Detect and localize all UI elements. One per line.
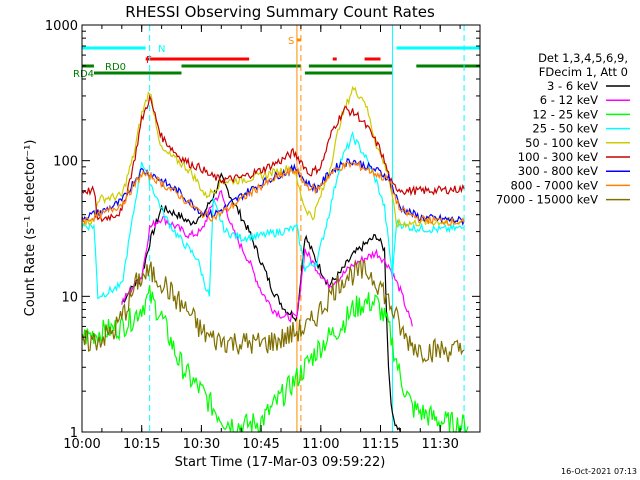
data-series bbox=[81, 85, 469, 434]
legend-label: 6 - 12 keV bbox=[540, 93, 598, 107]
series-line-8 bbox=[81, 259, 465, 364]
flag-label-rd4: RD4 bbox=[73, 69, 94, 80]
y-tick-label: 10 bbox=[61, 290, 78, 305]
flag-label-rd0: RD0 bbox=[105, 62, 126, 73]
x-axis-label: Start Time (17-Mar-03 09:59:22) bbox=[175, 455, 386, 470]
generation-timestamp: 16-Oct-2021 07:13 bbox=[561, 467, 637, 476]
series-line-0 bbox=[121, 172, 401, 433]
legend-label: 300 - 800 keV bbox=[518, 164, 598, 178]
legend-label: 3 - 6 keV bbox=[547, 79, 598, 93]
y-axis-label: Count Rate (s⁻¹ detector⁻¹) bbox=[23, 140, 38, 317]
x-tick-label: 10:00 bbox=[63, 437, 100, 452]
x-tick-label: 11:30 bbox=[421, 437, 458, 452]
series-line-4 bbox=[81, 85, 465, 229]
legend-label: 50 - 100 keV bbox=[525, 136, 598, 150]
legend-label: 7000 - 15000 keV bbox=[496, 193, 598, 207]
legend: Det 1,3,4,5,6,9, FDecim 1, Att 0 3 - 6 k… bbox=[496, 51, 630, 207]
flag-label-s: S bbox=[288, 36, 294, 47]
series-line-7 bbox=[81, 160, 465, 227]
chart-title: RHESSI Observing Summary Count Rates bbox=[125, 3, 435, 21]
legend-label: 25 - 50 keV bbox=[532, 122, 598, 136]
x-tick-label: 10:45 bbox=[242, 437, 279, 452]
y-axis: 1 10 100 1000 bbox=[45, 19, 480, 441]
flag-label-f: F bbox=[146, 55, 152, 66]
x-tick-label: 11:00 bbox=[302, 437, 339, 452]
legend-label: 100 - 300 keV bbox=[518, 150, 598, 164]
legend-header-line-2: FDecim 1, Att 0 bbox=[539, 65, 628, 79]
flag-label-n: N bbox=[158, 44, 165, 55]
legend-header-line-1: Det 1,3,4,5,6,9, bbox=[538, 51, 628, 65]
flag-bars: NF S RD0 RD4 bbox=[73, 36, 480, 80]
x-axis: 10:00 10:15 10:30 10:45 11:00 11:15 11:30 bbox=[63, 25, 481, 452]
y-tick-label: 1000 bbox=[45, 19, 78, 34]
series-line-5 bbox=[81, 94, 465, 223]
y-tick-label: 1 bbox=[70, 426, 78, 441]
x-tick-label: 11:15 bbox=[362, 437, 399, 452]
x-tick-label: 10:15 bbox=[123, 437, 160, 452]
legend-label: 12 - 25 keV bbox=[532, 107, 598, 121]
y-tick-label: 100 bbox=[53, 155, 78, 170]
series-line-2 bbox=[81, 285, 469, 434]
legend-label: 800 - 7000 keV bbox=[510, 178, 598, 192]
x-tick-label: 10:30 bbox=[183, 437, 220, 452]
